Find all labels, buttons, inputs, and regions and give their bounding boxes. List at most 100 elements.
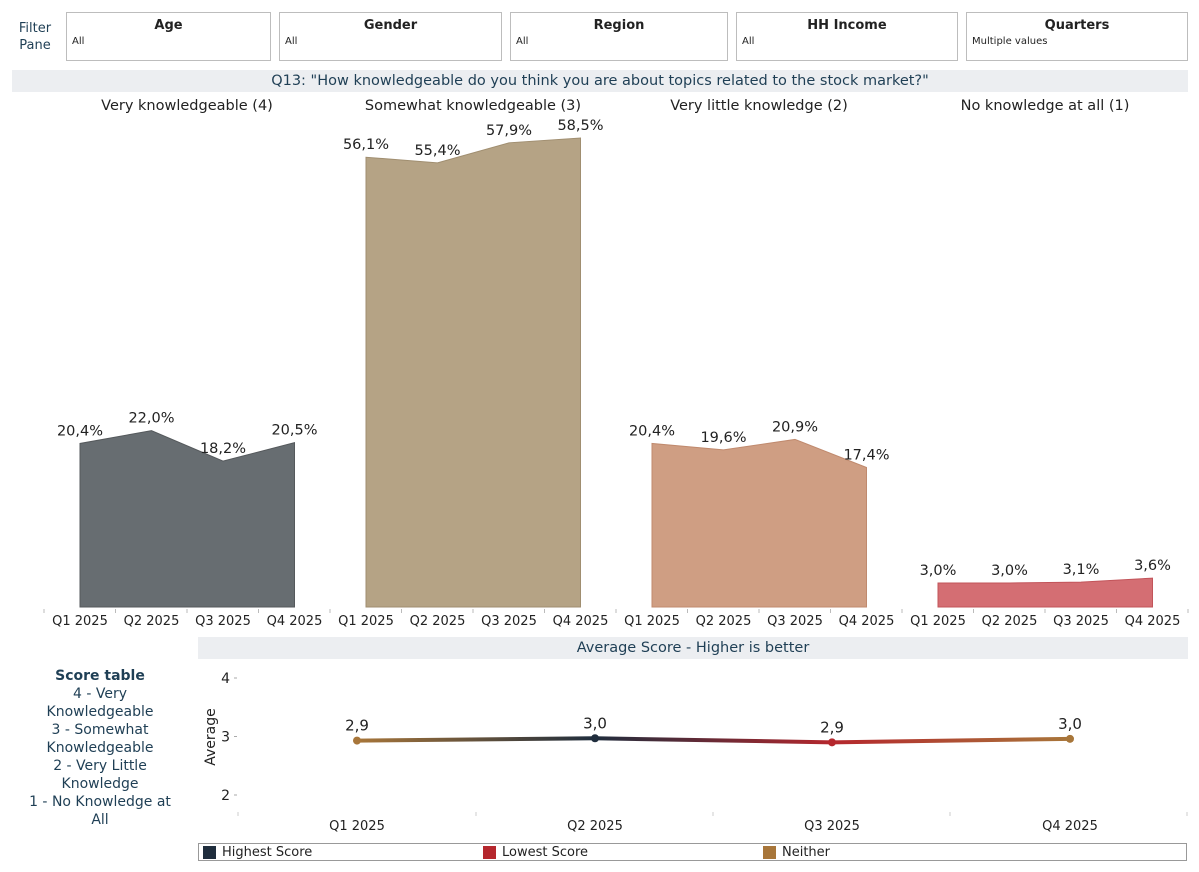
data-label: 19,6% [700,430,746,446]
filter-age-value[interactable]: All [72,36,85,47]
area-series [79,430,295,608]
legend-item-highest[interactable]: Highest Score [203,845,312,860]
filter-age-title: Age [154,18,183,33]
x-tick-label: Q3 2025 [481,614,537,629]
filter-gender-value[interactable]: All [285,36,298,47]
data-label: 3,0% [991,563,1028,579]
filter-quarters-value[interactable]: Multiple values [972,36,1048,47]
score-table: Score table 4 - Very Knowledgeable 3 - S… [14,667,186,829]
data-label: 22,0% [128,411,174,427]
filter-hh-income[interactable]: HH Income All [736,12,958,61]
legend-swatch-highest [203,846,216,859]
line-point [1066,734,1074,743]
filter-pane-label-line1: Filter [18,21,52,36]
data-label: 17,4% [843,448,889,464]
x-tick-label: Q1 2025 [910,614,966,629]
data-label: 3,1% [1063,562,1100,578]
filter-gender[interactable]: Gender All [279,12,502,61]
filter-quarters[interactable]: Quarters Multiple values [966,12,1188,61]
data-label: 57,9% [486,123,532,139]
line-segment [830,736,1072,745]
data-label: 3,6% [1134,558,1171,574]
x-tick-label: Q2 2025 [124,614,180,629]
legend-item-neither[interactable]: Neither [763,845,830,860]
filter-region-title: Region [593,18,645,33]
legend-label-neither: Neither [782,845,831,860]
x-tick-label: Q3 2025 [195,614,251,629]
data-label: 55,4% [414,143,460,159]
avg-score-title-banner: Average Score - Higher is better [198,637,1188,659]
line-point [591,734,599,743]
data-label: 20,9% [772,419,818,435]
filter-gender-title: Gender [363,18,418,33]
filter-pane-label: Filter Pane [12,20,58,54]
area-series [937,577,1153,608]
x-tick-label: Q1 2025 [624,614,680,629]
x-tick-label: Q2 2025 [410,614,466,629]
x-tick-label: Q3 2025 [1053,614,1109,629]
legend-label-lowest: Lowest Score [502,845,589,860]
data-label: 20,5% [271,423,317,439]
line-data-label: 2,9 [820,718,844,736]
data-label: 58,5% [557,118,603,134]
y-tick-label: 2 [221,788,230,804]
line-data-label: 3,0 [583,714,607,732]
data-label: 20,4% [629,423,675,439]
x-tick-label: Q2 2025 [982,614,1038,629]
score-table-line: 1 - No Knowledge at [29,794,171,810]
y-axis-label: Average [203,708,219,766]
x-tick-label: Q3 2025 [804,819,860,834]
data-label: 56,1% [343,137,389,153]
legend-swatch-neither [763,846,776,859]
legend: Highest Score Lowest Score Neither [198,843,1187,861]
filter-age[interactable]: Age All [66,12,271,61]
x-tick-label: Q4 2025 [1042,819,1098,834]
x-tick-label: Q4 2025 [839,614,895,629]
data-label: 18,2% [200,441,246,457]
x-tick-label: Q1 2025 [338,614,394,629]
legend-label-highest: Highest Score [222,845,313,860]
panel-header: Very knowledgeable (4) [101,98,273,114]
score-table-title: Score table [55,668,145,684]
data-label: 3,0% [920,563,957,579]
x-tick-label: Q2 2025 [567,819,623,834]
x-tick-label: Q4 2025 [553,614,609,629]
filter-hh-income-title: HH Income [807,18,887,33]
filter-region-value[interactable]: All [516,36,529,47]
legend-item-lowest[interactable]: Lowest Score [483,845,588,860]
x-tick-label: Q4 2025 [267,614,323,629]
line-data-label: 3,0 [1058,715,1082,733]
x-tick-label: Q4 2025 [1125,614,1181,629]
y-tick-label: 3 [221,730,230,746]
x-tick-label: Q3 2025 [767,614,823,629]
x-tick-label: Q1 2025 [52,614,108,629]
score-table-line: All [91,812,109,828]
score-table-line: Knowledgeable [46,704,154,720]
y-tick-label: 4 [221,671,230,687]
filter-quarters-title: Quarters [1044,18,1110,33]
line-point [828,738,836,747]
q13-title-banner: Q13: "How knowledgeable do you think you… [12,70,1188,92]
x-tick-label: Q1 2025 [329,819,385,834]
line-data-label: 2,9 [345,717,369,735]
score-table-line: 2 - Very Little [53,758,147,774]
x-tick-label: Q2 2025 [696,614,752,629]
filter-pane-label-line2: Pane [19,38,51,53]
filter-hh-income-value[interactable]: All [742,36,755,47]
score-table-line: 4 - Very [72,686,127,702]
panel-header: Somewhat knowledgeable (3) [365,98,581,114]
area-series [365,137,581,608]
filter-region[interactable]: Region All [510,12,728,61]
line-segment [355,736,597,743]
line-segment [593,736,834,745]
line-point [353,736,361,745]
score-table-line: 3 - Somewhat [51,722,149,738]
panel-header: Very little knowledge (2) [670,98,848,114]
area-series [651,438,867,608]
score-table-line: Knowledge [61,776,139,792]
panel-header: No knowledge at all (1) [961,98,1130,114]
legend-swatch-lowest [483,846,496,859]
score-table-line: Knowledgeable [46,740,154,756]
data-label: 20,4% [57,423,103,439]
